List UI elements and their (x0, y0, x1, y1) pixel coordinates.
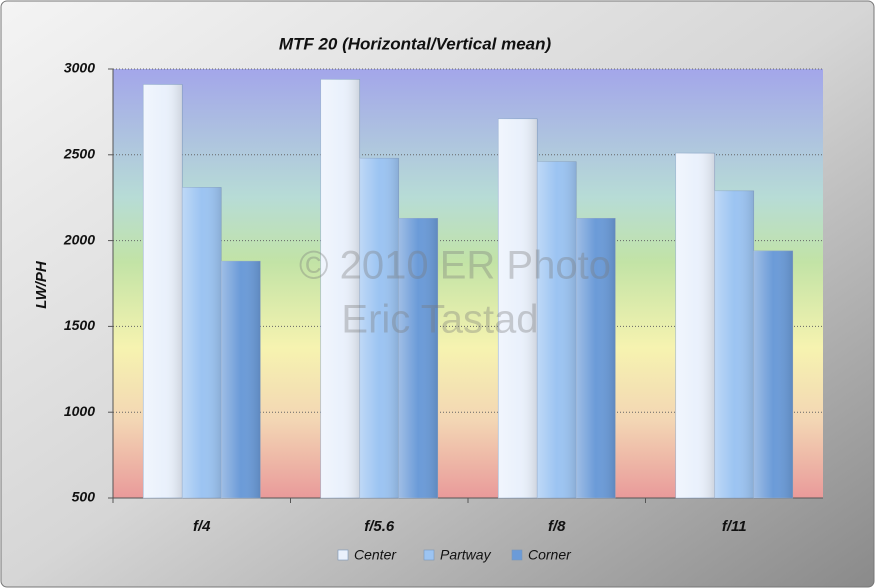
watermark: Eric Tastad (341, 298, 538, 342)
bar-shine (221, 261, 261, 498)
bar-shine (714, 190, 754, 498)
bar-shine (182, 187, 222, 499)
x-tick-label: f/4 (193, 518, 211, 535)
legend-swatch (423, 549, 435, 561)
bar-shine (675, 153, 715, 499)
bar-shine (143, 84, 183, 498)
y-tick-label: 2000 (63, 231, 95, 247)
bar-shine (537, 161, 577, 498)
legend-label: Partway (440, 547, 492, 563)
watermark: © 2010 ER Photo (299, 244, 611, 288)
y-tick-label: 2500 (63, 146, 95, 162)
bar-shine (498, 118, 538, 498)
y-tick-label: 1500 (64, 317, 95, 333)
bar-shine (320, 79, 360, 499)
legend-swatch (511, 549, 523, 561)
bar-shine (398, 218, 438, 499)
bar-shine (576, 218, 616, 499)
legend-label: Center (354, 547, 397, 563)
x-tick-label: f/5.6 (364, 518, 395, 535)
y-tick-label: 1000 (64, 403, 95, 419)
x-tick-label: f/11 (722, 518, 747, 535)
y-axis-label: LW/PH (33, 260, 50, 309)
y-tick-label: 500 (72, 489, 96, 505)
bar-shine (359, 158, 399, 498)
legend-swatch (337, 549, 349, 561)
y-tick-label: 3000 (64, 60, 95, 76)
chart-title: MTF 20 (Horizontal/Vertical mean) (279, 34, 552, 53)
x-tick-label: f/8 (548, 518, 566, 535)
legend-label: Corner (528, 547, 572, 563)
bar-shine (753, 250, 793, 498)
